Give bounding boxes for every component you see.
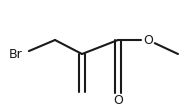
Text: O: O (143, 34, 153, 47)
Text: Br: Br (8, 48, 22, 61)
Text: O: O (113, 94, 123, 107)
